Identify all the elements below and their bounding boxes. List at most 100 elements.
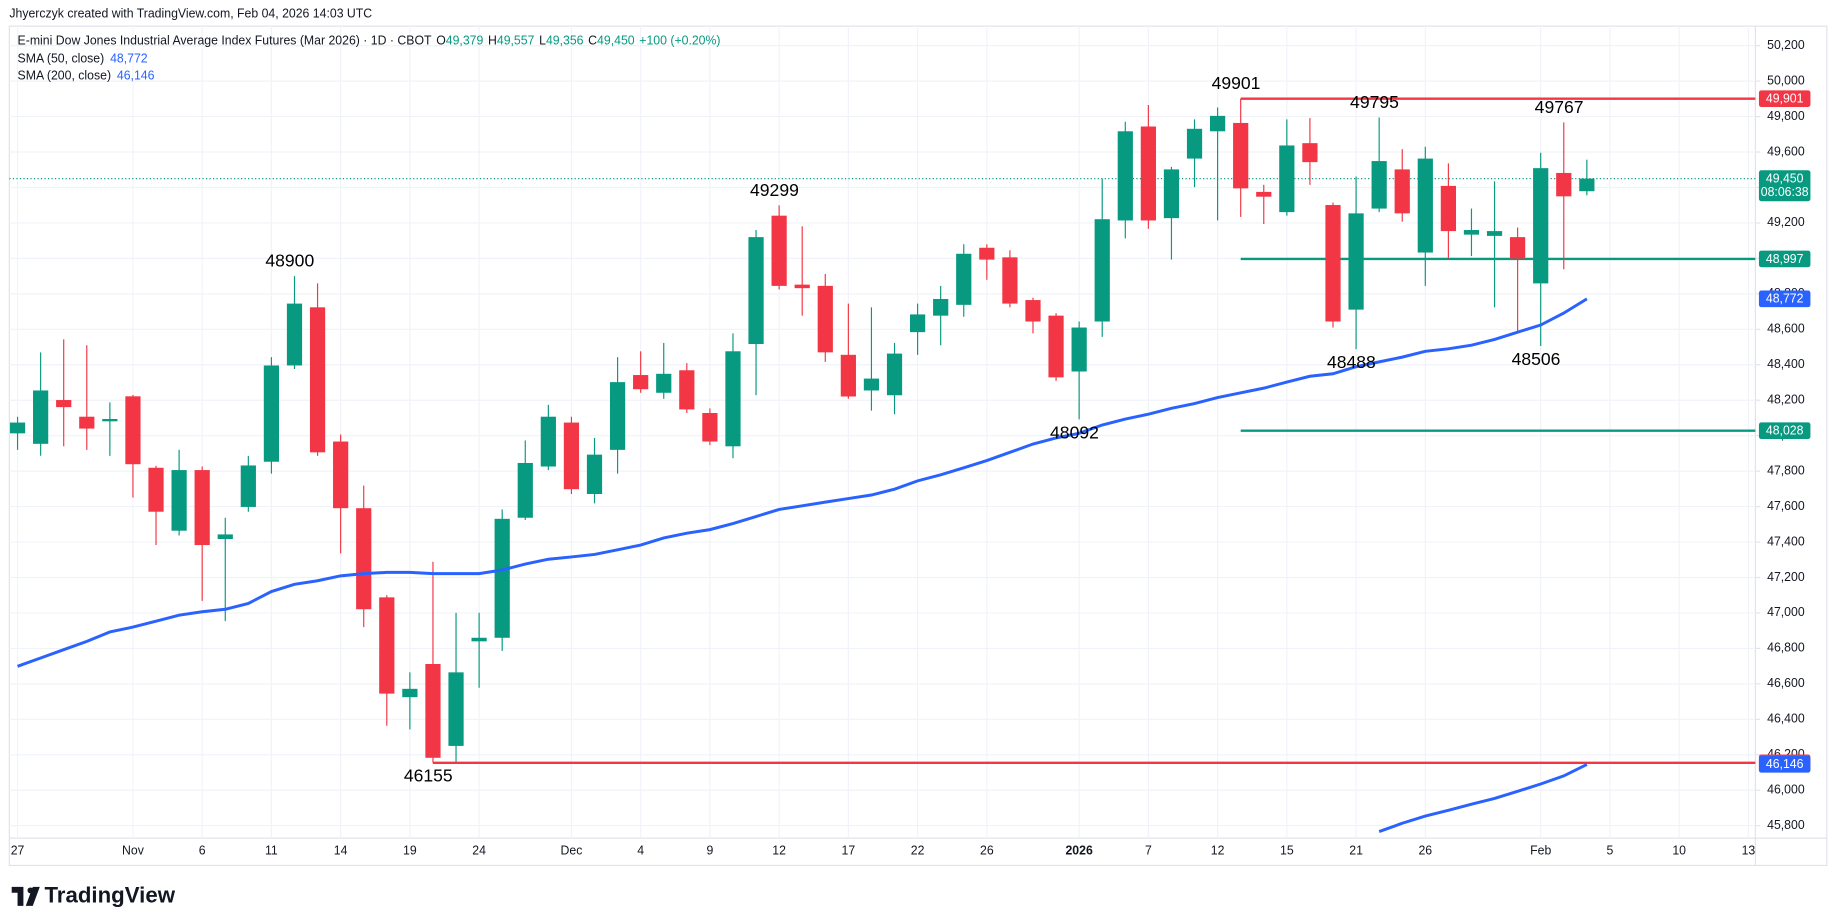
x-tick-label: 7 [1145, 843, 1152, 857]
y-tick-label: 47,800 [1767, 463, 1805, 477]
candle-body [1463, 230, 1480, 235]
y-tick-label: 46,800 [1767, 641, 1805, 655]
candle-body [1140, 126, 1156, 221]
candle-body [586, 454, 603, 495]
logo-mark [27, 887, 34, 894]
candle-body [1325, 205, 1341, 322]
candle-body [1071, 327, 1087, 372]
annotation: 48488 [1327, 352, 1376, 372]
candle-body [471, 637, 487, 642]
x-tick-label: 26 [980, 843, 994, 857]
candle-body [1371, 161, 1387, 209]
candle-body [633, 375, 649, 390]
y-tick-label: 48,200 [1767, 392, 1805, 406]
chart-title: E-mini Dow Jones Industrial Average Inde… [18, 34, 432, 48]
candle-body [863, 378, 880, 391]
logo-text: TradingView [44, 882, 175, 907]
candle-body [679, 370, 695, 410]
candle-body [1533, 168, 1549, 284]
legend-name: SMA (200, close) [18, 69, 111, 83]
price-tag-label: 46,146 [1766, 757, 1804, 771]
candle-body [1440, 185, 1456, 232]
candle-body [748, 237, 764, 345]
candle-body [725, 351, 741, 447]
candle-body [1256, 191, 1272, 197]
candle-body [33, 390, 49, 444]
candle-body [148, 467, 164, 512]
annotation: 49901 [1212, 73, 1261, 93]
candle-body [771, 215, 787, 286]
candle-body [933, 298, 949, 316]
candle-body [540, 416, 556, 467]
axis: 45,80046,00046,20046,40046,60046,80047,0… [11, 38, 1811, 857]
candle-body [402, 688, 418, 698]
candle-body [979, 247, 995, 260]
price-tag [1758, 250, 1811, 268]
candle-body [217, 534, 233, 540]
candle-body [1556, 172, 1572, 197]
candle-body [609, 382, 626, 450]
countdown: 08:06:38 [1761, 185, 1809, 199]
candle-body [563, 422, 580, 490]
x-tick-label: 11 [265, 843, 278, 857]
x-tick-label: 17 [842, 843, 856, 857]
x-tick-label: 2026 [1065, 843, 1092, 857]
price-tag [1758, 290, 1811, 308]
candle-body [1209, 115, 1226, 132]
x-tick-label: 12 [1211, 843, 1225, 857]
x-tick-label: 9 [706, 843, 713, 857]
candle-body [1117, 131, 1133, 221]
y-tick-label: 47,400 [1767, 534, 1805, 548]
candle-body [1002, 257, 1018, 304]
ohlc-key: C [588, 34, 597, 48]
candle-body [1186, 128, 1203, 159]
annotation: 49795 [1350, 92, 1399, 112]
legend-name: SMA (50, close) [18, 52, 105, 66]
price-tag [1758, 90, 1811, 107]
candle-body [425, 664, 441, 758]
candle-body [1048, 315, 1064, 378]
x-tick-label: 13 [1742, 843, 1756, 857]
candle-body [333, 441, 349, 509]
candle-body [448, 672, 464, 746]
candle-body [1510, 237, 1526, 259]
legend-entry: SMA (50, close) 48,772 [18, 52, 148, 66]
y-tick-label: 46,600 [1767, 676, 1805, 690]
candle-body [240, 465, 256, 507]
y-tick-label: 47,000 [1767, 605, 1805, 619]
candle-body [379, 597, 395, 694]
x-tick-label: 10 [1672, 843, 1686, 857]
x-tick-label: Feb [1530, 843, 1551, 857]
candle-body [840, 354, 856, 397]
y-tick-label: 50,000 [1767, 73, 1805, 87]
ohlc-value: 49,557 [497, 34, 535, 48]
candle-body [794, 284, 810, 289]
y-tick-label: 45,800 [1767, 818, 1805, 832]
y-tick-label: 50,200 [1767, 38, 1805, 52]
price-tag-label: 48,028 [1766, 424, 1804, 438]
x-tick-label: 22 [911, 843, 925, 857]
ohlc-value: 49,379 [446, 34, 484, 48]
candle-body [1486, 231, 1503, 236]
x-tick-label: 15 [1280, 843, 1294, 857]
annotation: 46155 [404, 766, 453, 786]
x-tick-label: 5 [1607, 843, 1614, 857]
annotation: 48092 [1050, 422, 1099, 442]
y-tick-label: 46,000 [1767, 782, 1805, 796]
x-tick-label: 21 [1349, 843, 1363, 857]
price-tag-label: 49,450 [1766, 171, 1804, 185]
ohlc-key: O [436, 34, 446, 48]
candle-body [194, 470, 210, 546]
overlay: E-mini Dow Jones Industrial Average Inde… [18, 34, 1584, 786]
price-tag [1758, 170, 1811, 202]
candle-body [1163, 169, 1180, 219]
candle-body [956, 253, 972, 305]
sma-line [1378, 763, 1588, 833]
y-tick-label: 49,600 [1767, 144, 1805, 158]
x-tick-label: Nov [122, 843, 145, 857]
candle-body [125, 396, 141, 465]
x-tick-label: 4 [637, 843, 644, 857]
x-tick-label: 12 [772, 843, 786, 857]
change: +100 (+0.20%) [639, 34, 720, 48]
price-tag [1758, 756, 1811, 773]
